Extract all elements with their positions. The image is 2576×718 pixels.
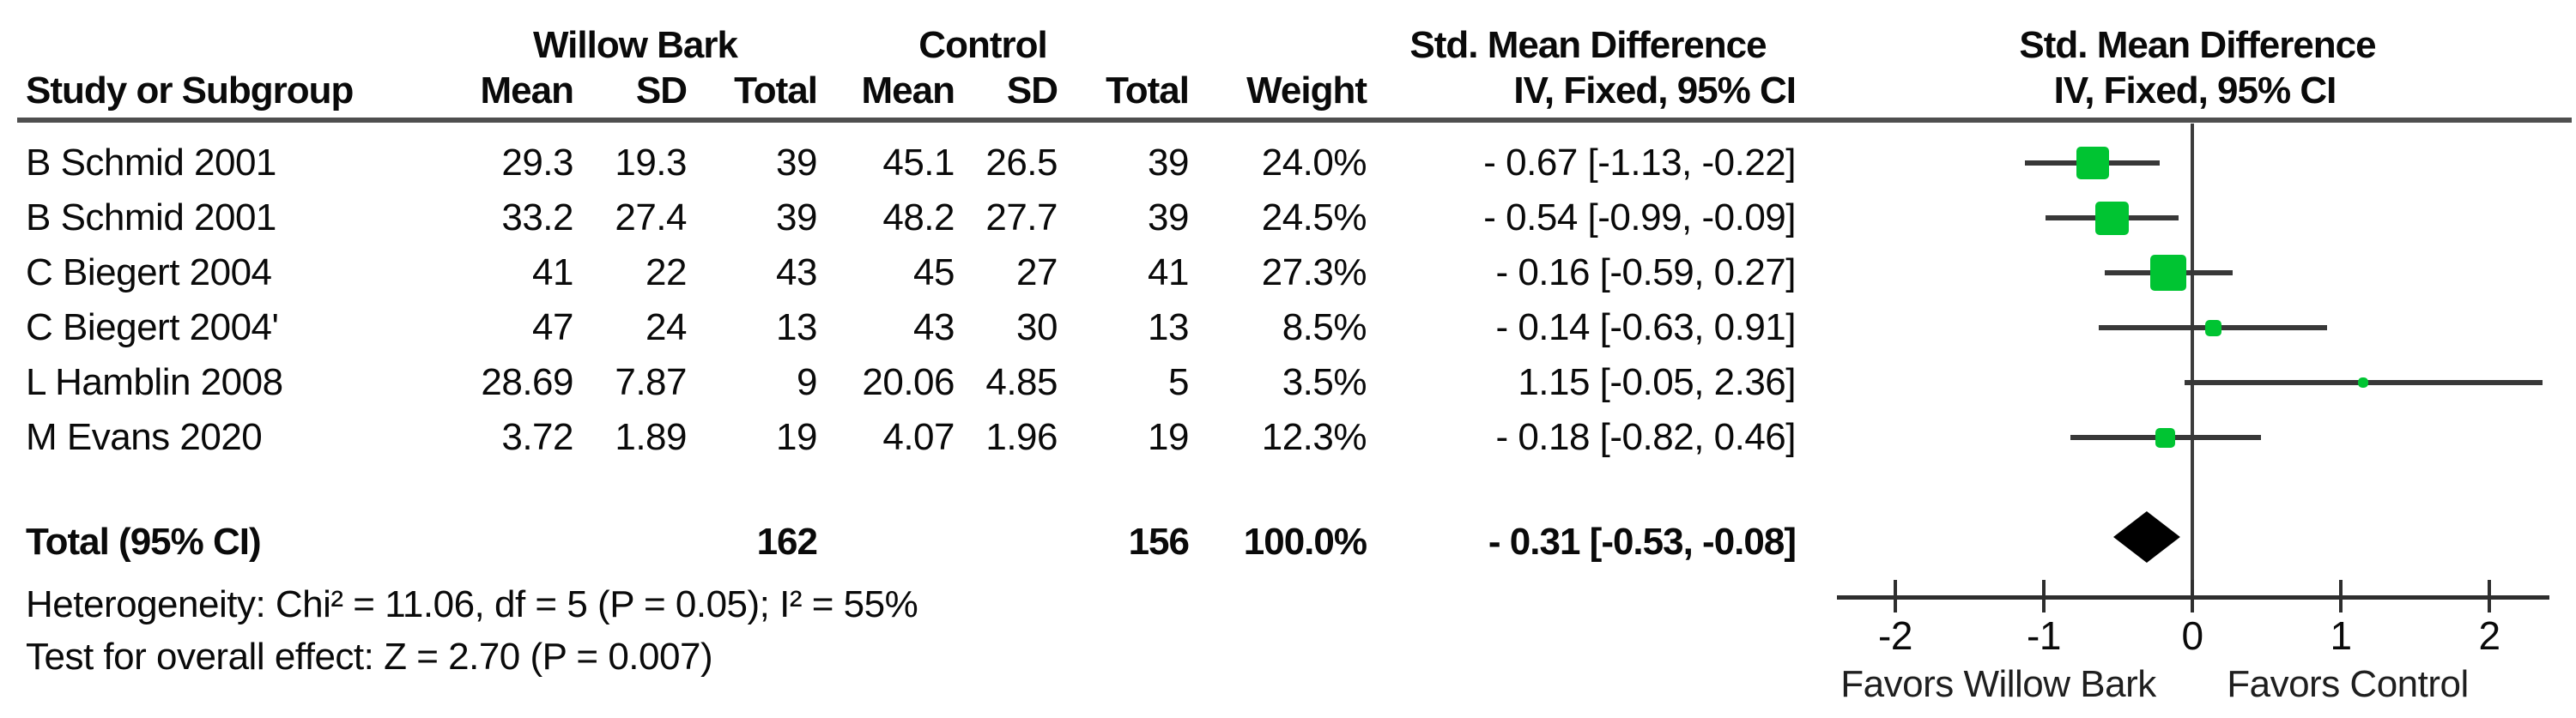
- col-header-total-willow: Total: [734, 69, 818, 112]
- axis-tick: [2488, 580, 2491, 612]
- total-n-willow: 162: [756, 521, 818, 563]
- sd-willow: 7.87: [615, 361, 687, 403]
- axis-tick-label: 0: [2181, 613, 2203, 658]
- sd-control: 27.7: [985, 196, 1058, 238]
- mean-willow: 29.3: [501, 142, 573, 184]
- effect-square: [2204, 319, 2221, 336]
- study-name: B Schmid 2001: [26, 196, 276, 238]
- effect-square: [2095, 201, 2130, 235]
- total-control: 39: [1148, 196, 1189, 238]
- mean-willow: 33.2: [501, 196, 573, 238]
- zero-reference-line: [2191, 124, 2194, 597]
- mean-willow: 3.72: [501, 416, 573, 458]
- col-header-weight: Weight: [1246, 69, 1367, 112]
- ci-text: - 0.54 [-0.99, -0.09]: [1483, 196, 1796, 238]
- heterogeneity-stats: Heterogeneity: Chi² = 11.06, df = 5 (P =…: [26, 583, 918, 625]
- effect-square: [2155, 427, 2176, 448]
- diamond-shape: [2113, 511, 2181, 563]
- favors-left-label: Favors Willow Bark: [1840, 663, 2156, 705]
- axis-tick-label: -1: [2027, 613, 2061, 658]
- effect-square: [2357, 377, 2368, 388]
- study-name: C Biegert 2004: [26, 251, 272, 293]
- effect-square: [2150, 255, 2187, 291]
- col-header-total-control: Total: [1106, 69, 1190, 112]
- overall-effect-test: Test for overall effect: Z = 2.70 (P = 0…: [26, 636, 713, 678]
- weight: 8.5%: [1282, 306, 1367, 348]
- mean-control: 45: [913, 251, 955, 293]
- weight: 27.3%: [1261, 251, 1367, 293]
- study-name: C Biegert 2004': [26, 306, 279, 348]
- weight: 24.5%: [1261, 196, 1367, 238]
- axis-tick-label: -2: [1878, 613, 1912, 658]
- total-weight: 100.0%: [1243, 521, 1367, 563]
- plot-column-subheader: IV, Fixed, 95% CI: [2053, 69, 2337, 112]
- sd-willow: 24: [646, 306, 687, 348]
- sd-control: 4.85: [985, 361, 1058, 403]
- col-header-study: Study or Subgroup: [26, 69, 354, 112]
- sd-willow: 27.4: [615, 196, 687, 238]
- mean-control: 20.06: [862, 361, 955, 403]
- sd-control: 26.5: [985, 142, 1058, 184]
- sd-control: 27: [1016, 251, 1058, 293]
- weight: 3.5%: [1282, 361, 1367, 403]
- mean-control: 45.1: [882, 142, 955, 184]
- total-n-control: 156: [1128, 521, 1190, 563]
- mean-willow: 47: [532, 306, 573, 348]
- total-willow: 13: [776, 306, 817, 348]
- ci-text: - 0.14 [-0.63, 0.91]: [1495, 306, 1796, 348]
- header-rule: [17, 118, 2572, 123]
- ci-text: 1.15 [-0.05, 2.36]: [1518, 361, 1796, 403]
- effect-column-header: Std. Mean Difference: [1409, 24, 1767, 66]
- mean-control: 43: [913, 306, 955, 348]
- mean-willow: 41: [532, 251, 573, 293]
- total-ci-label: - 0.31 [-0.53, -0.08]: [1488, 521, 1797, 563]
- axis-tick: [2042, 580, 2046, 612]
- axis-tick: [1894, 580, 1897, 612]
- group-header-willow-bark: Willow Bark: [533, 24, 738, 66]
- col-header-sd-control: SD: [1006, 69, 1058, 112]
- mean-control: 48.2: [882, 196, 955, 238]
- total-control: 39: [1148, 142, 1189, 184]
- mean-control: 4.07: [882, 416, 955, 458]
- total-control: 41: [1148, 251, 1189, 293]
- col-header-mean-willow: Mean: [480, 69, 574, 112]
- total-willow: 9: [797, 361, 817, 403]
- weight: 24.0%: [1261, 142, 1367, 184]
- sd-control: 1.96: [985, 416, 1058, 458]
- study-name: L Hamblin 2008: [26, 361, 283, 403]
- total-willow: 39: [776, 142, 817, 184]
- study-name: M Evans 2020: [26, 416, 263, 458]
- total-control: 5: [1168, 361, 1189, 403]
- total-label: Total (95% CI): [26, 521, 262, 563]
- group-header-control: Control: [918, 24, 1047, 66]
- effect-square: [2076, 147, 2110, 179]
- axis-tick-label: 2: [2478, 613, 2500, 658]
- total-control: 13: [1148, 306, 1189, 348]
- ci-text: - 0.16 [-0.59, 0.27]: [1495, 251, 1796, 293]
- ci-text: - 0.18 [-0.82, 0.46]: [1495, 416, 1796, 458]
- plot-column-header: Std. Mean Difference: [2019, 24, 2376, 66]
- total-willow: 19: [776, 416, 817, 458]
- mean-willow: 28.69: [481, 361, 573, 403]
- axis-tick-label: 1: [2330, 613, 2352, 658]
- sd-willow: 19.3: [615, 142, 687, 184]
- axis-tick: [2339, 580, 2343, 612]
- sd-willow: 1.89: [615, 416, 687, 458]
- col-header-sd-willow: SD: [635, 69, 688, 112]
- axis-tick: [2191, 580, 2194, 612]
- col-header-mean-control: Mean: [861, 69, 955, 112]
- total-willow: 43: [776, 251, 817, 293]
- sd-control: 30: [1016, 306, 1058, 348]
- favors-right-label: Favors Control: [2227, 663, 2469, 705]
- total-control: 19: [1148, 416, 1189, 458]
- study-name: B Schmid 2001: [26, 142, 276, 184]
- weight: 12.3%: [1261, 416, 1367, 458]
- overall-effect-diamond: [2113, 511, 2181, 563]
- effect-column-subheader: IV, Fixed, 95% CI: [1513, 69, 1797, 112]
- ci-text: - 0.67 [-1.13, -0.22]: [1483, 142, 1796, 184]
- sd-willow: 22: [646, 251, 687, 293]
- total-willow: 39: [776, 196, 817, 238]
